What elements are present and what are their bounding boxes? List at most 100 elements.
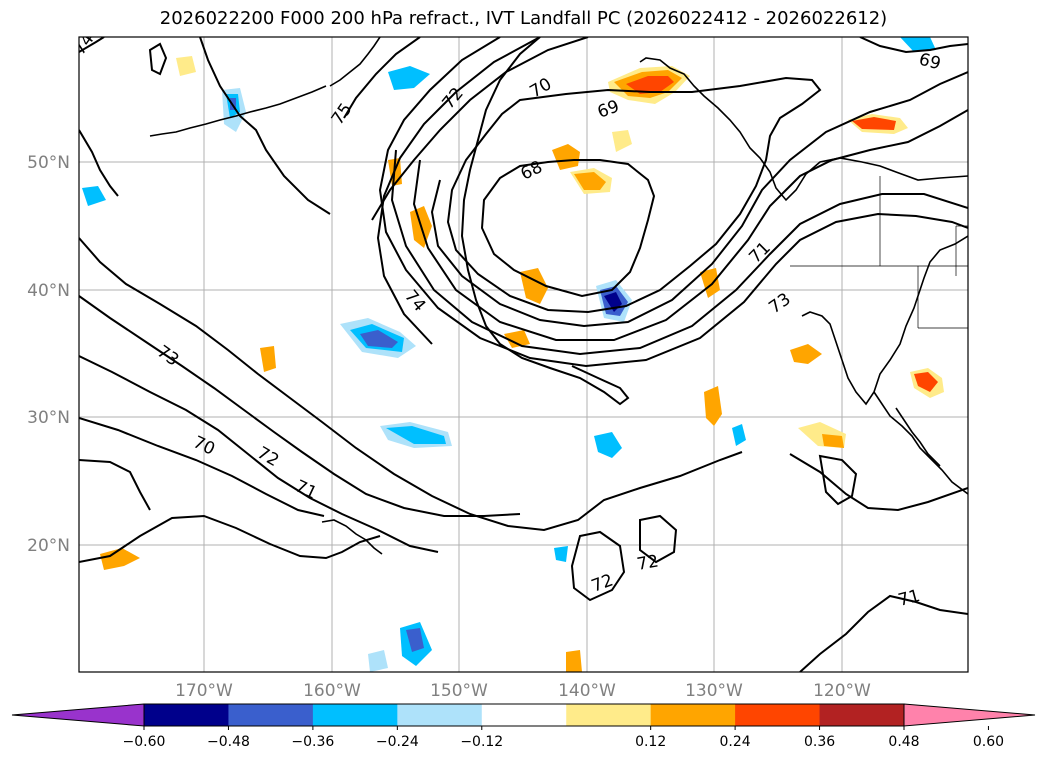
contour-mid-west xyxy=(199,37,331,215)
north-american-coast xyxy=(639,57,968,202)
positive-anomaly xyxy=(566,650,582,672)
contour-west-2 xyxy=(79,295,521,517)
contour-71-se xyxy=(799,594,968,672)
colorbar-swatch xyxy=(650,704,736,726)
colorbar-tick-label: 0.36 xyxy=(804,734,835,750)
contour-west-1 xyxy=(79,237,743,532)
positive-anomaly xyxy=(574,172,606,190)
negative-anomaly xyxy=(386,426,446,444)
contour-label: 72 xyxy=(635,551,660,574)
colorbar-tick-label: 0.24 xyxy=(720,734,751,750)
positive-anomaly xyxy=(176,56,196,76)
lat-label: 40°N xyxy=(27,281,70,301)
lat-label: 30°N xyxy=(27,408,70,428)
colorbar-swatch xyxy=(481,704,567,726)
lat-label: 20°N xyxy=(27,536,70,556)
contour-west-3 xyxy=(79,355,439,553)
coastlines xyxy=(149,37,968,555)
colorbar-swatch xyxy=(566,704,652,726)
colorbar-swatch xyxy=(819,704,905,726)
colorbar-tick-label: −0.36 xyxy=(291,734,334,750)
colorbar-tick-label: −0.48 xyxy=(207,734,250,750)
contour-69-top xyxy=(859,37,968,54)
contour-69 xyxy=(430,71,968,328)
negative-anomaly xyxy=(732,424,746,446)
negative-anomaly xyxy=(900,37,936,52)
positive-anomaly xyxy=(612,130,632,152)
colorbar-frame xyxy=(143,703,905,727)
colorbar-extension-low xyxy=(11,703,145,727)
positive-anomaly xyxy=(700,268,720,298)
lon-label: 170°W xyxy=(175,681,233,701)
aleutians xyxy=(149,85,327,137)
positive-anomaly xyxy=(822,434,844,448)
contour-74-west xyxy=(79,37,105,53)
contour-central xyxy=(460,37,630,406)
colorbar-swatch xyxy=(228,704,314,726)
lon-label: 120°W xyxy=(813,681,871,701)
lat-axis-labels: 50°N 40°N 30°N 20°N xyxy=(27,153,70,556)
negative-anomaly xyxy=(360,330,398,348)
positive-anomaly xyxy=(100,548,140,570)
state-borders xyxy=(790,176,968,329)
contour-72 xyxy=(378,37,968,368)
hawaii xyxy=(321,519,383,555)
negative-anomaly xyxy=(368,650,388,672)
contour-72-south-1 xyxy=(570,530,626,602)
contour-74 xyxy=(371,37,589,221)
lon-label: 130°W xyxy=(685,681,743,701)
negative-anomaly xyxy=(406,628,424,652)
contour-west-top xyxy=(79,129,119,197)
colorbar-tick-labels: −0.60 −0.48 −0.36 −0.24 −0.12 0.12 0.24 0.36 0.4… xyxy=(123,726,1004,750)
positive-anomaly xyxy=(790,344,822,364)
positive-anomaly xyxy=(852,117,896,130)
negative-anomaly xyxy=(554,546,568,562)
baja-coast xyxy=(873,391,968,495)
contour-71 xyxy=(390,149,968,356)
positive-anomaly xyxy=(626,76,674,94)
contours xyxy=(79,37,968,672)
positive-anomaly xyxy=(552,144,580,170)
contour-69-inner xyxy=(446,76,822,314)
map-frame xyxy=(78,36,969,673)
lon-label: 150°W xyxy=(430,681,488,701)
map-title: 2026022200 F000 200 hPa refract., IVT La… xyxy=(159,8,888,29)
contour-ring-south xyxy=(79,514,381,563)
lat-label: 50°N xyxy=(27,153,70,173)
negative-anomaly xyxy=(82,186,106,206)
negative-anomaly xyxy=(388,66,430,90)
north-american-coast xyxy=(801,235,968,406)
alaska-coast xyxy=(329,37,381,87)
positive-anomaly xyxy=(260,346,276,372)
colorbar-swatch xyxy=(312,704,398,726)
positive-anomaly xyxy=(914,372,938,392)
contour-west-4 xyxy=(79,417,325,517)
contour-68 xyxy=(480,159,656,298)
contour-75 xyxy=(343,37,421,119)
colorbar-swatch xyxy=(397,704,483,726)
colorbar-tick-label: 0.12 xyxy=(635,734,666,750)
gulf-coast xyxy=(895,407,941,467)
lon-label: 160°W xyxy=(303,681,361,701)
colorbar xyxy=(11,703,1036,727)
positive-anomaly xyxy=(704,386,722,426)
colorbar-tick-label: −0.60 xyxy=(123,734,166,750)
negative-anomaly xyxy=(594,432,622,458)
colorbar-swatch xyxy=(144,704,229,726)
contour-loop-west xyxy=(148,42,168,76)
colorbar-tick-label: −0.12 xyxy=(460,734,503,750)
colorbar-tick-label: 0.48 xyxy=(888,734,919,750)
colorbar-tick-label: −0.24 xyxy=(376,734,419,750)
contour-73 xyxy=(376,37,541,345)
contour-71-east xyxy=(789,453,968,512)
colorbar-extension-high xyxy=(903,703,1036,727)
contour-island xyxy=(818,454,858,506)
colorbar-swatch xyxy=(735,704,821,726)
contour-70 xyxy=(412,109,968,341)
lon-label: 140°W xyxy=(558,681,616,701)
contour-west-5 xyxy=(79,459,151,511)
positive-anomaly xyxy=(504,330,530,348)
contour-72-south-2 xyxy=(639,514,678,564)
colorbar-tick-label: 0.60 xyxy=(973,734,1004,750)
